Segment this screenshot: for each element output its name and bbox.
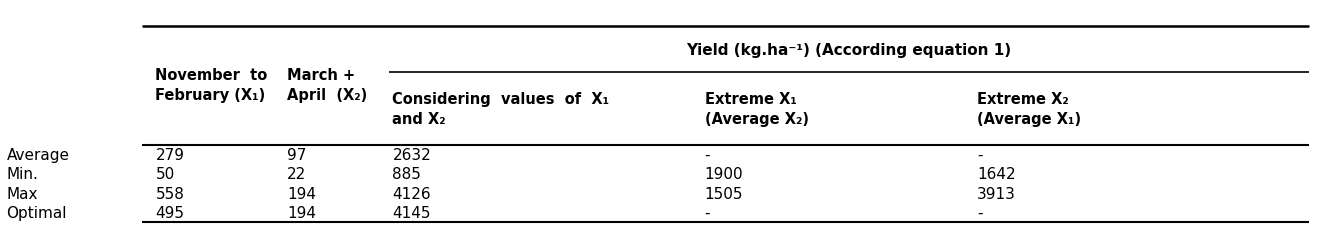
- Text: 50: 50: [155, 167, 175, 182]
- Text: 4145: 4145: [392, 205, 431, 220]
- Text: 97: 97: [287, 148, 307, 162]
- Text: Yield (kg.ha⁻¹) (According equation 1): Yield (kg.ha⁻¹) (According equation 1): [686, 42, 1011, 57]
- Text: 279: 279: [155, 148, 184, 162]
- Text: 194: 194: [287, 186, 316, 201]
- Text: 2632: 2632: [392, 148, 431, 162]
- Text: Optimal: Optimal: [7, 205, 67, 220]
- Text: 3913: 3913: [977, 186, 1017, 201]
- Text: 885: 885: [392, 167, 421, 182]
- Text: Average: Average: [7, 148, 70, 162]
- Text: November  to: November to: [155, 68, 267, 83]
- Text: 22: 22: [287, 167, 307, 182]
- Text: March +: March +: [287, 68, 356, 83]
- Text: 1900: 1900: [705, 167, 743, 182]
- Text: -: -: [705, 205, 710, 220]
- Text: Considering  values  of  X₁: Considering values of X₁: [392, 91, 610, 106]
- Text: 4126: 4126: [392, 186, 431, 201]
- Text: 1505: 1505: [705, 186, 743, 201]
- Text: 194: 194: [287, 205, 316, 220]
- Text: 558: 558: [155, 186, 184, 201]
- Text: (Average X₂): (Average X₂): [705, 111, 809, 126]
- Text: -: -: [705, 148, 710, 162]
- Text: February (X₁): February (X₁): [155, 88, 266, 103]
- Text: Extreme X₂: Extreme X₂: [977, 91, 1069, 106]
- Text: Max: Max: [7, 186, 38, 201]
- Text: and X₂: and X₂: [392, 111, 446, 126]
- Text: -: -: [977, 148, 982, 162]
- Text: -: -: [977, 205, 982, 220]
- Text: 495: 495: [155, 205, 184, 220]
- Text: Extreme X₁: Extreme X₁: [705, 91, 797, 106]
- Text: Min.: Min.: [7, 167, 38, 182]
- Text: 1642: 1642: [977, 167, 1015, 182]
- Text: (Average X₁): (Average X₁): [977, 111, 1081, 126]
- Text: April  (X₂): April (X₂): [287, 88, 367, 103]
